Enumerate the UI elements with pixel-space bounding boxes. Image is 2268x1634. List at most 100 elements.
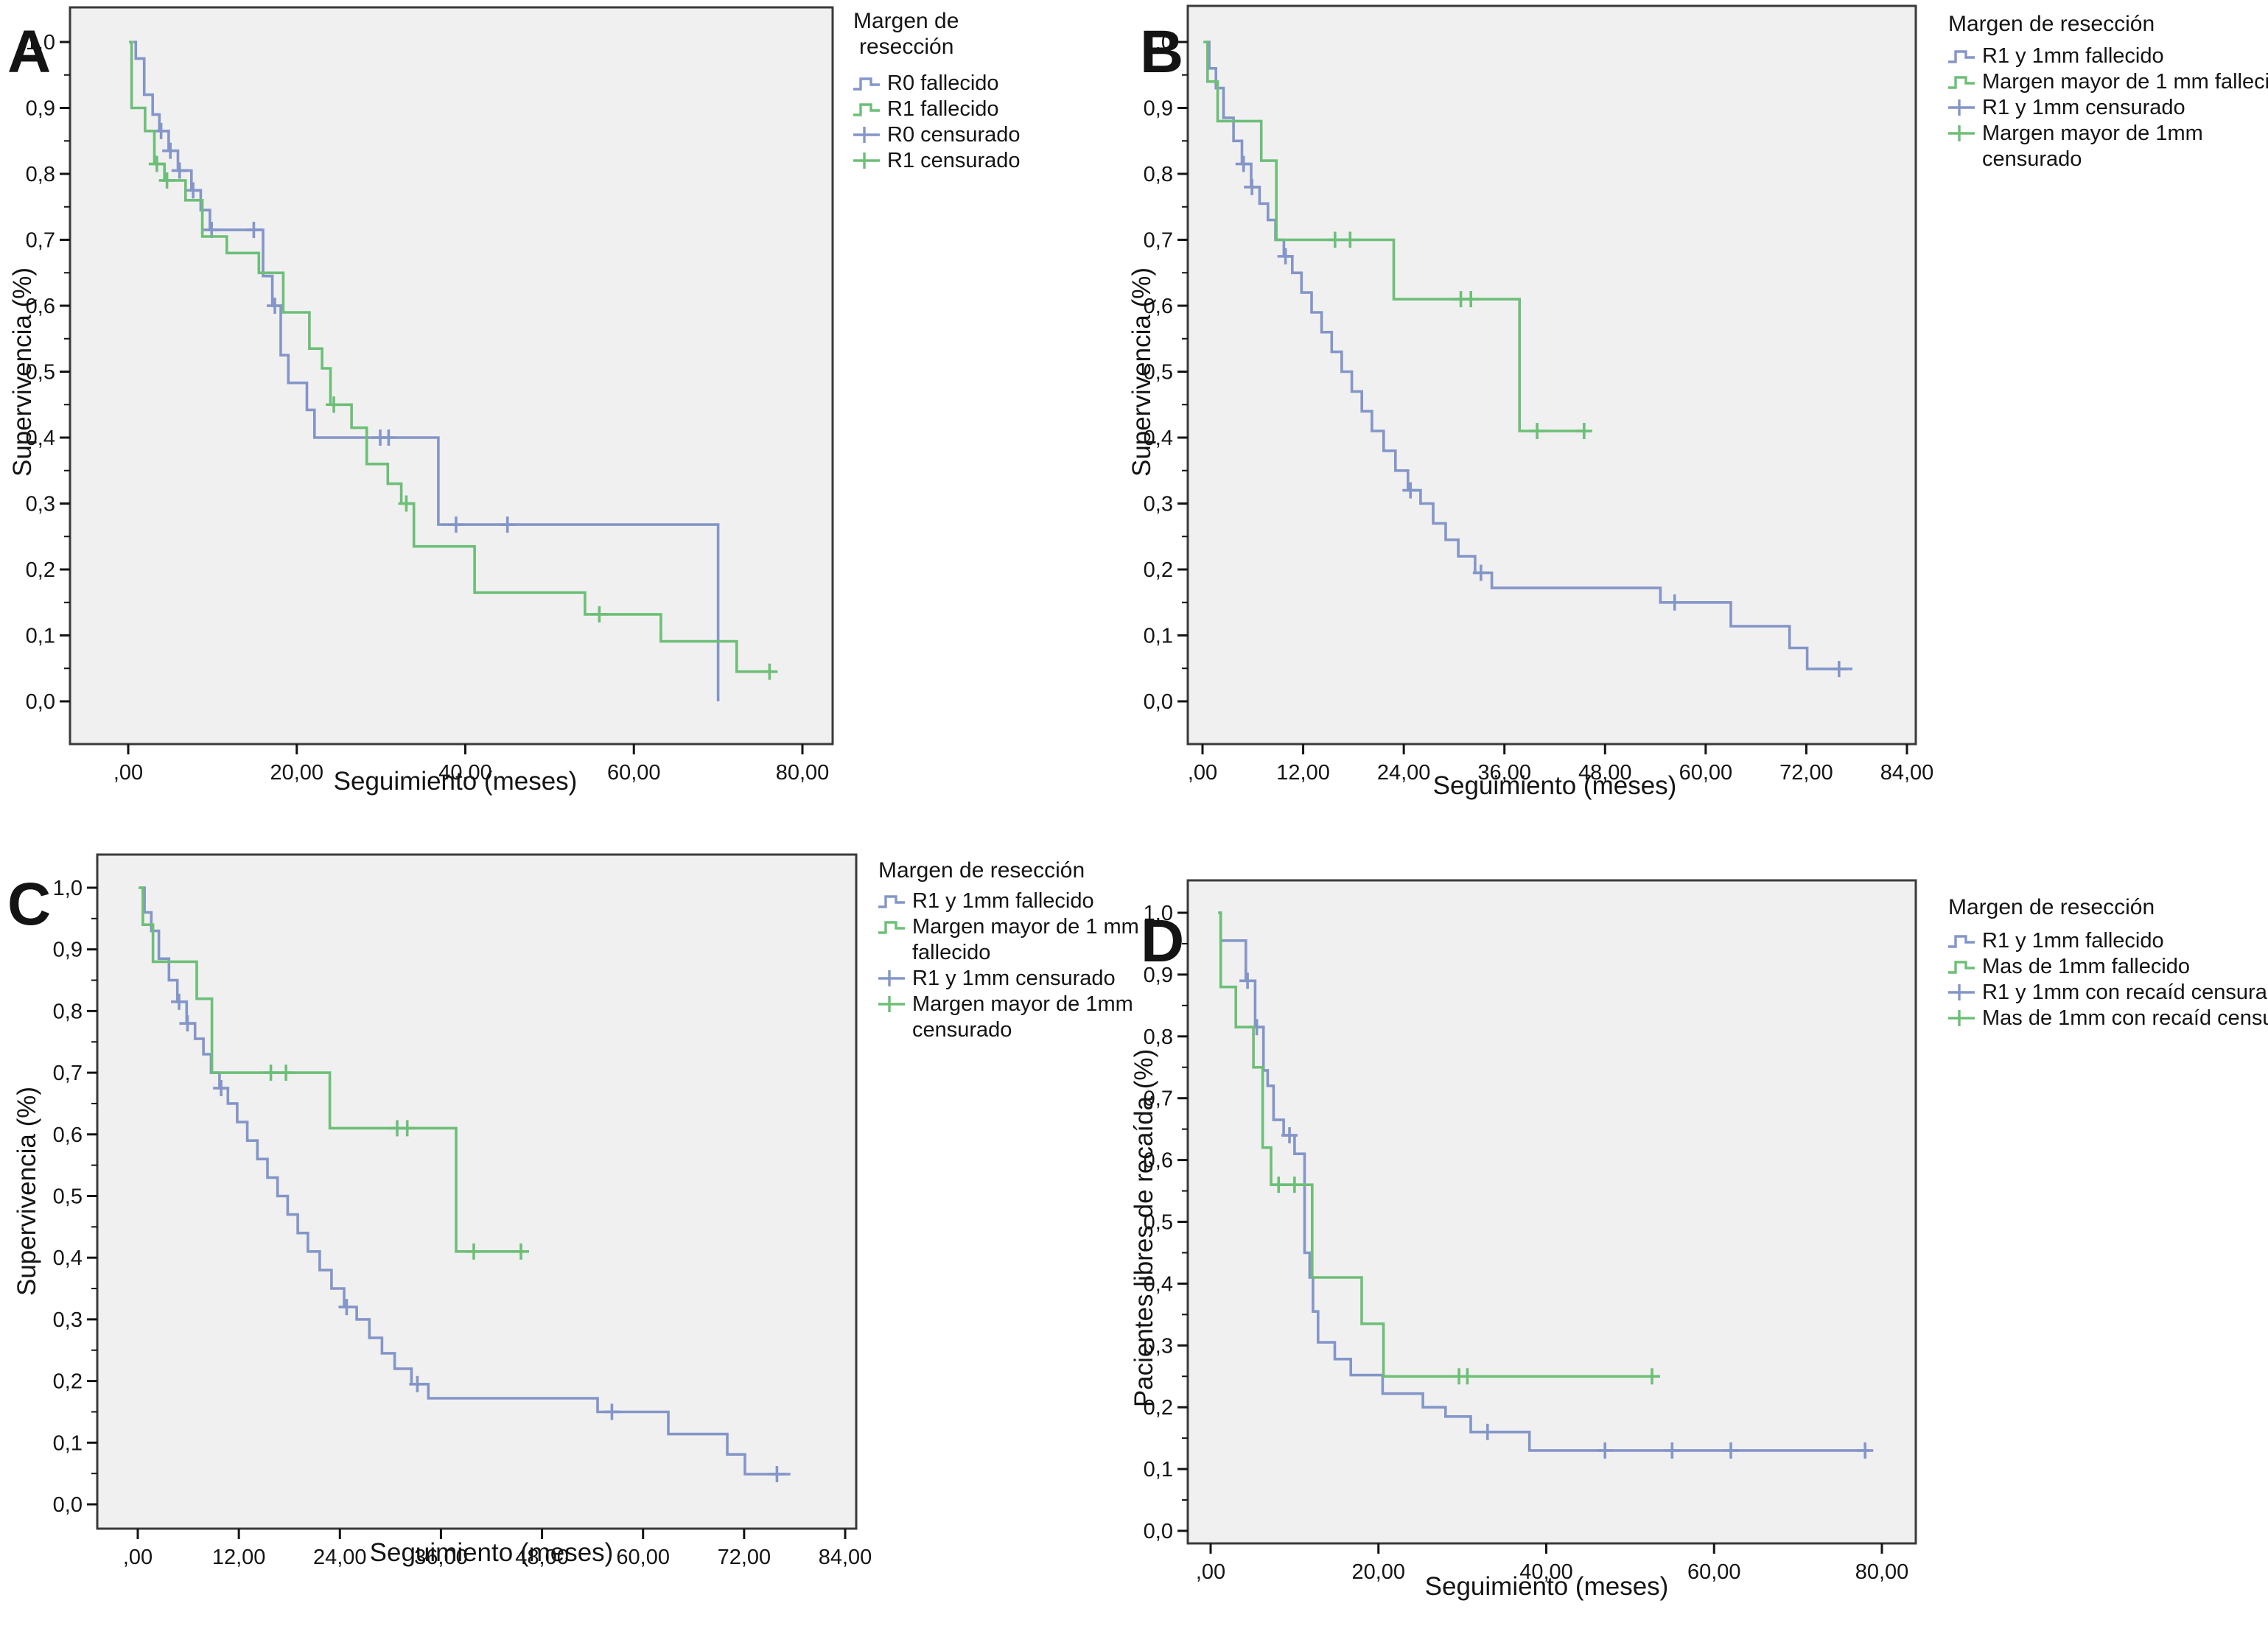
legend-step-line-icon: [1948, 76, 1975, 89]
censor-mark: [409, 1375, 426, 1392]
y-tick-label: 0,0: [53, 1493, 83, 1517]
legend-censor-plus-icon: [878, 996, 905, 1012]
censor-mark: [1286, 1177, 1303, 1193]
y-tick-label: 0,4: [1144, 1272, 1173, 1296]
series-curve-green: [139, 886, 523, 1253]
plot-area: [1186, 879, 1917, 1545]
censor-mark: [278, 1065, 295, 1081]
y-tick-label: 0,6: [1144, 1149, 1173, 1173]
legend-item-label: R1 censurado: [887, 149, 1021, 172]
legend-censor-plus-icon: [853, 127, 880, 143]
censor-mark: [398, 495, 415, 512]
y-tick-label: 0,2: [53, 1370, 83, 1394]
series-curve-blue: [133, 41, 720, 701]
legend-title: Margen de resección: [1948, 895, 2155, 919]
legend-item-label: R1 y 1mm fallecido: [1982, 44, 2164, 68]
censor-mark: [158, 172, 175, 189]
x-tick-label: ,00: [123, 1546, 153, 1569]
censor-mark: [1277, 248, 1294, 264]
y-tick-label: 0,6: [26, 295, 55, 318]
censor-mark: [338, 1299, 355, 1316]
x-tick-label: 60,00: [616, 1546, 670, 1569]
censor-mark: [1857, 1442, 1874, 1459]
x-tick-label: 60,00: [607, 761, 661, 785]
y-tick-label: 0,0: [1144, 690, 1173, 714]
censor-mark: [162, 142, 179, 159]
censor-mark: [1529, 423, 1546, 440]
censor-mark: [769, 1465, 785, 1482]
y-tick-label: 0,9: [26, 97, 55, 121]
panel-letter: C: [7, 871, 51, 938]
y-tick-label: 0,1: [1144, 1458, 1173, 1482]
x-tick-label: 80,00: [776, 761, 830, 785]
legend-item-label: Mas de 1mm con recaíd censurado: [1982, 1006, 2268, 1030]
legend-censor-plus-icon: [878, 970, 905, 986]
x-tick-label: ,00: [1196, 1560, 1225, 1584]
censor-mark: [1239, 972, 1256, 989]
panel-c: 0,0 0,1 0,2 0,3 0,4 0,5 0,6 0,7 0,8 0,9 1,0 ,00 12,0…: [7, 853, 1139, 1569]
censor-mark: [1664, 1442, 1681, 1459]
legend-item-label: R0 fallecido: [887, 71, 999, 95]
series-curve-green: [1218, 911, 1656, 1378]
legend-step-line-icon: [878, 895, 905, 908]
y-tick-label: 1,0: [1144, 31, 1173, 55]
y-tick-label: 0,1: [1144, 625, 1173, 648]
y-tick-label: 0,4: [26, 427, 55, 450]
y-tick-label: 0,3: [1144, 1334, 1173, 1358]
y-tick-label: 1,0: [1144, 902, 1173, 925]
legend-title: resección: [859, 35, 953, 59]
censor-mark: [213, 1080, 230, 1097]
x-tick-label: 48,00: [515, 1546, 569, 1569]
y-tick-label: 0,9: [1144, 964, 1173, 987]
plot-area: [1186, 4, 1917, 746]
censor-mark: [1281, 1127, 1298, 1144]
x-tick-label: 80,00: [1855, 1560, 1909, 1584]
censor-mark: [399, 1120, 416, 1137]
censor-mark: [1463, 291, 1480, 308]
legend-title: Margen de: [853, 9, 959, 33]
y-tick-label: 0,2: [26, 558, 55, 582]
x-tick-label: 12,00: [212, 1546, 266, 1569]
censor-mark: [1830, 661, 1847, 678]
y-tick-label: 0,6: [1144, 295, 1173, 318]
censor-mark: [148, 155, 165, 172]
legend-item-label: Margen mayor de 1mm: [1982, 122, 2203, 145]
censor-mark: [1666, 594, 1683, 611]
y-tick-label: 0,1: [26, 625, 55, 648]
y-tick-label: 0,4: [53, 1246, 83, 1270]
x-tick-label: 40,00: [438, 761, 492, 785]
legend-censor-plus-icon: [853, 152, 880, 169]
legend-title: Margen de resección: [878, 858, 1085, 883]
censor-mark: [380, 429, 397, 446]
censor-mark: [185, 182, 202, 199]
y-axis-label: Supervivencia (%): [1127, 267, 1156, 477]
legend-step-line-icon: [1948, 50, 1975, 63]
plot-area: [69, 6, 834, 746]
plot-area: [96, 853, 858, 1530]
censor-mark: [591, 606, 608, 623]
x-tick-label: ,00: [113, 761, 143, 785]
censor-mark: [499, 516, 516, 533]
censor-mark: [761, 663, 778, 680]
censor-mark: [1270, 1177, 1287, 1193]
y-axis-label: Supervivencia (%): [8, 267, 37, 477]
censor-mark: [171, 993, 187, 1010]
y-tick-label: 0,8: [1144, 1025, 1173, 1049]
y-tick-label: 0,5: [1144, 361, 1173, 385]
x-tick-label: 24,00: [313, 1546, 367, 1569]
y-tick-label: 0,7: [1144, 229, 1173, 253]
y-tick-label: 0,3: [53, 1308, 83, 1332]
censor-mark: [179, 1015, 196, 1032]
censor-mark: [1575, 423, 1592, 440]
x-tick-label: 36,00: [414, 1546, 468, 1569]
y-tick-label: 0,5: [1144, 1211, 1173, 1235]
y-tick-label: 0,8: [53, 1000, 83, 1023]
series-curve-green: [129, 41, 773, 673]
legend-step-line-icon: [853, 103, 880, 116]
legend-step-line-icon: [1948, 935, 1975, 948]
y-axis-label: Supervivencia (%): [13, 1087, 41, 1296]
x-tick-label: 72,00: [718, 1546, 771, 1569]
censor-mark: [326, 396, 343, 413]
